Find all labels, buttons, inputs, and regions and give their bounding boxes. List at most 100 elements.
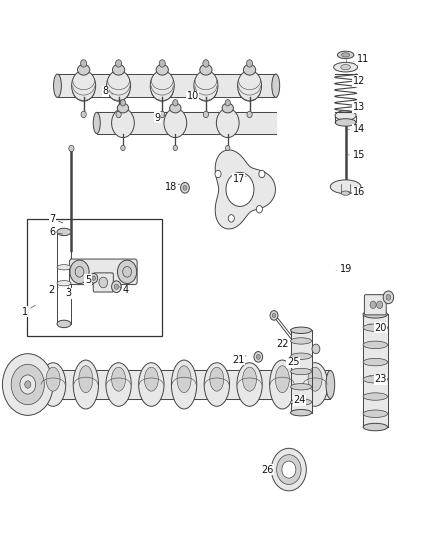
Circle shape xyxy=(159,111,165,118)
Circle shape xyxy=(75,266,84,277)
Ellipse shape xyxy=(93,112,100,134)
Circle shape xyxy=(270,311,278,320)
Text: 19: 19 xyxy=(336,264,352,274)
Ellipse shape xyxy=(237,70,261,101)
Circle shape xyxy=(256,206,262,213)
Ellipse shape xyxy=(222,103,233,113)
Circle shape xyxy=(254,352,263,362)
Text: 11: 11 xyxy=(353,54,369,64)
Ellipse shape xyxy=(290,399,311,405)
Circle shape xyxy=(225,100,230,106)
Ellipse shape xyxy=(334,62,357,72)
Circle shape xyxy=(226,146,230,151)
FancyBboxPatch shape xyxy=(364,295,386,315)
FancyBboxPatch shape xyxy=(70,259,137,285)
Ellipse shape xyxy=(341,64,350,70)
Ellipse shape xyxy=(302,363,328,406)
Ellipse shape xyxy=(237,363,262,406)
Text: 8: 8 xyxy=(102,86,113,96)
Ellipse shape xyxy=(341,191,350,195)
Ellipse shape xyxy=(57,265,71,270)
Text: 12: 12 xyxy=(348,77,365,86)
Polygon shape xyxy=(215,150,276,229)
Ellipse shape xyxy=(363,311,388,318)
Ellipse shape xyxy=(363,410,388,417)
Text: 5: 5 xyxy=(85,275,95,285)
Ellipse shape xyxy=(204,363,230,406)
Ellipse shape xyxy=(342,53,350,57)
Ellipse shape xyxy=(57,280,71,286)
Ellipse shape xyxy=(150,70,174,101)
Ellipse shape xyxy=(73,360,99,409)
Circle shape xyxy=(203,111,208,118)
Circle shape xyxy=(173,100,178,106)
Text: 16: 16 xyxy=(348,187,365,197)
Text: 6: 6 xyxy=(49,227,63,237)
Circle shape xyxy=(69,146,74,152)
Ellipse shape xyxy=(177,366,191,393)
Circle shape xyxy=(3,354,53,415)
Ellipse shape xyxy=(112,367,126,391)
Circle shape xyxy=(259,170,265,177)
Circle shape xyxy=(272,448,306,491)
Text: 10: 10 xyxy=(187,91,199,101)
Circle shape xyxy=(256,354,260,359)
Text: 13: 13 xyxy=(348,102,365,112)
Ellipse shape xyxy=(170,103,181,113)
Circle shape xyxy=(25,381,31,388)
Circle shape xyxy=(383,291,394,304)
Ellipse shape xyxy=(335,111,356,120)
Circle shape xyxy=(20,375,35,394)
Text: 20: 20 xyxy=(370,322,387,333)
Circle shape xyxy=(116,60,122,67)
Circle shape xyxy=(215,170,221,177)
Text: 1: 1 xyxy=(21,305,35,317)
Circle shape xyxy=(120,100,126,106)
Bar xyxy=(27,219,162,336)
Circle shape xyxy=(282,461,296,478)
Ellipse shape xyxy=(106,70,131,101)
Ellipse shape xyxy=(330,180,361,193)
Circle shape xyxy=(81,60,87,67)
Ellipse shape xyxy=(363,324,388,332)
Text: 3: 3 xyxy=(65,287,71,298)
Ellipse shape xyxy=(79,366,93,393)
Ellipse shape xyxy=(363,423,388,431)
Text: 17: 17 xyxy=(233,174,246,184)
Circle shape xyxy=(203,60,209,67)
Ellipse shape xyxy=(276,366,289,393)
Text: 9: 9 xyxy=(155,112,164,123)
Circle shape xyxy=(386,294,391,300)
Ellipse shape xyxy=(363,341,388,349)
Ellipse shape xyxy=(57,320,71,328)
Ellipse shape xyxy=(290,327,311,334)
Circle shape xyxy=(277,455,301,484)
Circle shape xyxy=(180,182,189,193)
Ellipse shape xyxy=(308,367,322,391)
Text: 18: 18 xyxy=(165,182,180,192)
Text: 7: 7 xyxy=(49,214,63,224)
Circle shape xyxy=(312,344,320,354)
Ellipse shape xyxy=(156,64,168,75)
Circle shape xyxy=(247,60,253,67)
Ellipse shape xyxy=(200,64,212,75)
Text: 22: 22 xyxy=(276,338,289,349)
FancyBboxPatch shape xyxy=(93,273,113,292)
Circle shape xyxy=(92,276,95,280)
Circle shape xyxy=(272,313,276,318)
Ellipse shape xyxy=(145,367,158,391)
Text: 26: 26 xyxy=(261,465,273,474)
Ellipse shape xyxy=(216,108,239,138)
Ellipse shape xyxy=(363,358,388,366)
Ellipse shape xyxy=(139,363,164,406)
Ellipse shape xyxy=(46,367,60,391)
Text: 14: 14 xyxy=(348,124,365,134)
Circle shape xyxy=(226,172,254,206)
Ellipse shape xyxy=(57,228,71,236)
Circle shape xyxy=(173,146,177,151)
Ellipse shape xyxy=(290,409,311,416)
Circle shape xyxy=(90,273,98,283)
Ellipse shape xyxy=(363,376,388,383)
Text: 21: 21 xyxy=(233,354,246,365)
Ellipse shape xyxy=(53,74,61,98)
